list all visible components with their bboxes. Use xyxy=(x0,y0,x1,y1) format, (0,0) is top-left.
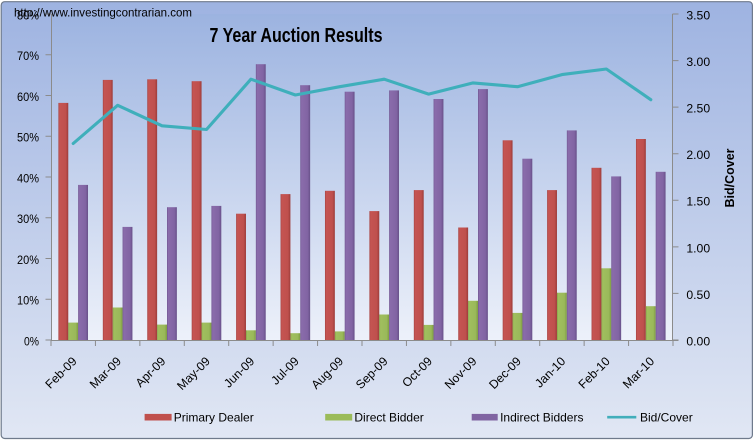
svg-text:2.50: 2.50 xyxy=(686,102,710,116)
svg-text:3.00: 3.00 xyxy=(686,55,710,69)
svg-text:0.00: 0.00 xyxy=(686,334,710,348)
svg-text:70%: 70% xyxy=(17,49,39,63)
svg-text:Direct Bidder: Direct Bidder xyxy=(354,411,423,425)
svg-text:1.00: 1.00 xyxy=(686,241,710,255)
svg-text:10%: 10% xyxy=(17,294,39,308)
svg-text:Indirect Bidders: Indirect Bidders xyxy=(500,411,583,425)
svg-text:2.00: 2.00 xyxy=(686,148,710,162)
svg-text:Primary Dealer: Primary Dealer xyxy=(174,411,254,425)
svg-text:7 Year Auction Results: 7 Year Auction Results xyxy=(210,25,383,47)
svg-text:60%: 60% xyxy=(17,90,39,104)
svg-text:40%: 40% xyxy=(17,171,39,185)
svg-text:0.50: 0.50 xyxy=(686,288,710,302)
svg-text:Bid/Cover: Bid/Cover xyxy=(640,411,693,425)
svg-text:3.50: 3.50 xyxy=(686,8,710,22)
svg-text:80%: 80% xyxy=(17,8,39,22)
svg-text:0%: 0% xyxy=(24,334,39,348)
svg-text:1.50: 1.50 xyxy=(686,195,710,209)
svg-text:30%: 30% xyxy=(17,212,39,226)
svg-text:Bid/Cover: Bid/Cover xyxy=(723,148,737,207)
svg-text:http://www.investingcontrarian: http://www.investingcontrarian.com xyxy=(14,6,192,20)
svg-text:20%: 20% xyxy=(17,253,39,267)
svg-text:50%: 50% xyxy=(17,131,39,145)
